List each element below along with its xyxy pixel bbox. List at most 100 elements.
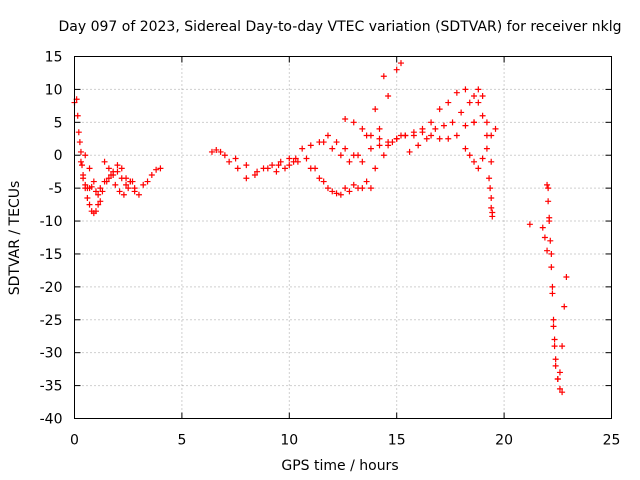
x-tick-label: 15 [388, 433, 406, 449]
data-point [123, 181, 130, 188]
data-point [488, 158, 495, 165]
data-point [324, 132, 331, 139]
data-point [556, 385, 563, 392]
data-point [462, 145, 469, 152]
series-arc-mid-6 [324, 60, 404, 165]
data-point [342, 116, 349, 123]
data-point [550, 316, 557, 323]
data-point [554, 376, 561, 383]
data-point [234, 165, 241, 172]
data-point [471, 92, 478, 99]
series-arc-early-4 [101, 158, 130, 182]
data-point [393, 135, 400, 142]
y-tick-label: -20 [40, 280, 63, 296]
data-point [90, 178, 97, 185]
data-point [251, 171, 258, 178]
data-point [273, 168, 280, 175]
data-point [140, 181, 147, 188]
plot-frame [74, 56, 612, 419]
data-point [95, 201, 102, 208]
data-point [559, 343, 566, 350]
data-point [324, 185, 331, 192]
data-point [95, 191, 102, 198]
y-tick-label: 5 [54, 115, 63, 131]
data-point [546, 214, 553, 221]
data-point [466, 99, 473, 106]
data-point [86, 165, 93, 172]
data-point [333, 139, 340, 146]
series-arc-late-1 [406, 86, 490, 155]
series-arc-mid-5 [307, 165, 374, 197]
data-point [77, 148, 84, 155]
data-point [108, 171, 115, 178]
y-axis-ticks: -40 -35 -30 -25 -20 -15 -10 -5 0 5 10 15 [40, 50, 612, 428]
data-point [440, 122, 447, 129]
data-point [350, 119, 357, 126]
data-point [337, 191, 344, 198]
data-point [208, 148, 215, 155]
data-point [243, 175, 250, 182]
data-point [275, 162, 282, 169]
data-point [423, 135, 430, 142]
data-point [97, 185, 104, 192]
data-point [547, 237, 554, 244]
data-point [367, 185, 374, 192]
data-point [380, 152, 387, 159]
data-point [77, 158, 84, 165]
y-tick-label: 10 [45, 82, 63, 98]
data-point [99, 188, 106, 195]
data-point [563, 273, 570, 280]
data-point [76, 139, 83, 146]
data-point [526, 221, 533, 228]
data-point [471, 158, 478, 165]
data-point [148, 171, 155, 178]
grid-lines [74, 56, 612, 419]
data-point [82, 152, 89, 159]
x-tick-label: 25 [603, 433, 621, 449]
data-point [286, 155, 293, 162]
data-point [363, 178, 370, 185]
data-point [153, 166, 160, 173]
data-point [299, 145, 306, 152]
data-point [544, 181, 551, 188]
data-point [445, 99, 452, 106]
data-point [346, 158, 353, 165]
data-point [84, 195, 91, 202]
data-point [483, 132, 490, 139]
series-arc-mid-7 [320, 73, 387, 165]
data-point [88, 183, 95, 190]
y-tick-label: -25 [40, 313, 63, 329]
data-point [355, 152, 362, 159]
data-point [226, 158, 233, 165]
data-point [376, 125, 383, 132]
data-point [544, 247, 551, 254]
y-tick-label: -30 [40, 346, 63, 362]
x-axis-ticks: 0 5 10 15 20 25 [70, 56, 621, 449]
data-point [559, 389, 566, 396]
x-axis-label: GPS time / hours [281, 458, 398, 474]
data-point [92, 208, 99, 215]
data-point [483, 145, 490, 152]
data-points [71, 60, 570, 396]
data-point [486, 175, 493, 182]
data-point [329, 188, 336, 195]
data-point [550, 323, 557, 330]
data-point [372, 165, 379, 172]
data-point [80, 171, 87, 178]
data-point [475, 86, 482, 93]
data-point [329, 145, 336, 152]
data-point [116, 188, 123, 195]
data-point [264, 165, 271, 172]
data-point [118, 165, 125, 172]
data-point [127, 178, 134, 185]
data-point [120, 191, 127, 198]
data-point [350, 181, 357, 188]
y-tick-label: 15 [45, 50, 63, 66]
data-point [303, 155, 310, 162]
data-point [243, 162, 250, 169]
data-point [277, 158, 284, 165]
data-point [359, 158, 366, 165]
series-arc-late-2 [462, 125, 499, 172]
data-point [453, 89, 460, 96]
data-point [380, 73, 387, 80]
